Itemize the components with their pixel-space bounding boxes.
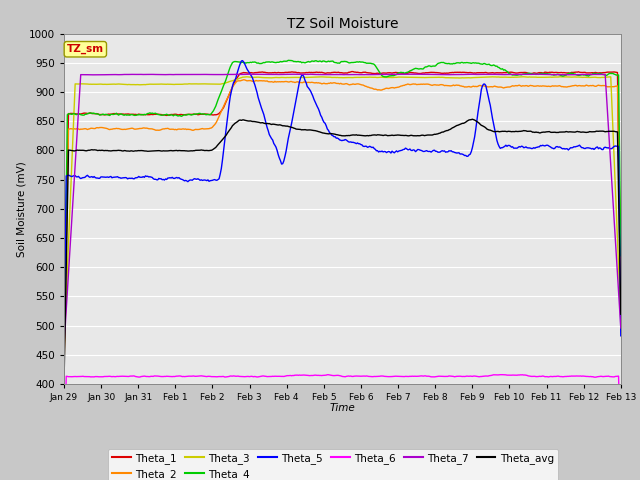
Text: TZ_sm: TZ_sm (67, 44, 104, 54)
Theta_2 (362, 84, 370, 89)
Theta_1 (362, 70, 370, 75)
Theta_5 (362, 144, 370, 149)
Theta_avg (60, 381, 68, 386)
Theta_5 (239, 58, 246, 63)
Theta_3 (60, 348, 68, 354)
Theta_6 (60, 470, 68, 476)
Theta_5 (60, 351, 68, 357)
Theta_2 (329, 80, 337, 86)
Theta_7 (60, 343, 68, 349)
Theta_3 (617, 317, 625, 323)
Y-axis label: Soil Moisture (mV): Soil Moisture (mV) (16, 161, 26, 257)
Theta_7 (328, 72, 335, 77)
Theta_6 (328, 372, 335, 378)
Theta_2 (240, 77, 248, 83)
Line: Theta_6: Theta_6 (64, 375, 621, 473)
Theta_7 (362, 72, 369, 77)
Theta_7 (605, 126, 612, 132)
Theta_3 (605, 74, 612, 80)
Legend: Theta_1, Theta_2, Theta_3, Theta_4, Theta_5, Theta_6, Theta_7, Theta_avg: Theta_1, Theta_2, Theta_3, Theta_4, Thet… (108, 449, 558, 480)
Theta_avg (468, 116, 476, 122)
Theta_6 (518, 372, 525, 378)
Theta_4 (362, 60, 370, 66)
Theta_4 (393, 72, 401, 77)
Theta_7 (392, 72, 399, 77)
Line: Theta_7: Theta_7 (64, 74, 621, 346)
Theta_1 (348, 69, 356, 74)
Theta_2 (617, 282, 625, 288)
Theta_1 (617, 274, 625, 280)
Theta_7 (467, 72, 474, 77)
Theta_6 (392, 373, 399, 379)
Theta_5 (617, 333, 625, 339)
Line: Theta_3: Theta_3 (64, 77, 621, 351)
Theta_avg (324, 131, 332, 137)
Theta_3 (520, 74, 527, 80)
Theta_2 (60, 371, 68, 376)
Theta_1 (518, 70, 525, 75)
Theta_5 (518, 144, 525, 149)
Theta_3 (362, 74, 369, 80)
Theta_4 (284, 58, 292, 63)
Line: Theta_avg: Theta_avg (64, 119, 621, 384)
Theta_4 (326, 59, 333, 64)
Theta_4 (617, 253, 625, 259)
Theta_avg (328, 131, 335, 137)
Theta_7 (324, 72, 332, 77)
Theta_5 (605, 145, 612, 151)
Theta_3 (392, 74, 399, 80)
Theta_7 (518, 72, 525, 77)
Theta_3 (516, 74, 524, 80)
Theta_4 (518, 72, 525, 78)
Theta_1 (324, 70, 332, 76)
Title: TZ Soil Moisture: TZ Soil Moisture (287, 17, 398, 31)
X-axis label: Time: Time (330, 403, 355, 413)
Theta_5 (393, 148, 401, 154)
Line: Theta_4: Theta_4 (64, 60, 621, 366)
Theta_2 (393, 84, 401, 90)
Theta_5 (326, 130, 333, 135)
Theta_1 (60, 363, 68, 369)
Theta_1 (328, 70, 335, 75)
Theta_3 (328, 74, 335, 80)
Theta_4 (329, 58, 337, 64)
Theta_4 (60, 363, 68, 369)
Theta_2 (518, 84, 525, 89)
Theta_6 (362, 373, 369, 379)
Theta_5 (329, 133, 337, 139)
Theta_avg (617, 312, 625, 317)
Theta_avg (392, 132, 399, 138)
Theta_1 (605, 69, 612, 75)
Theta_6 (617, 470, 625, 476)
Line: Theta_1: Theta_1 (64, 72, 621, 366)
Theta_6 (324, 372, 332, 378)
Theta_avg (362, 133, 369, 139)
Theta_avg (605, 129, 612, 134)
Line: Theta_5: Theta_5 (64, 60, 621, 354)
Theta_4 (605, 71, 612, 77)
Theta_2 (326, 81, 333, 86)
Theta_3 (324, 74, 332, 80)
Theta_7 (617, 325, 625, 331)
Theta_1 (393, 70, 401, 75)
Theta_avg (518, 128, 525, 134)
Theta_6 (605, 373, 612, 379)
Theta_2 (605, 84, 612, 90)
Line: Theta_2: Theta_2 (64, 80, 621, 373)
Theta_6 (497, 372, 505, 378)
